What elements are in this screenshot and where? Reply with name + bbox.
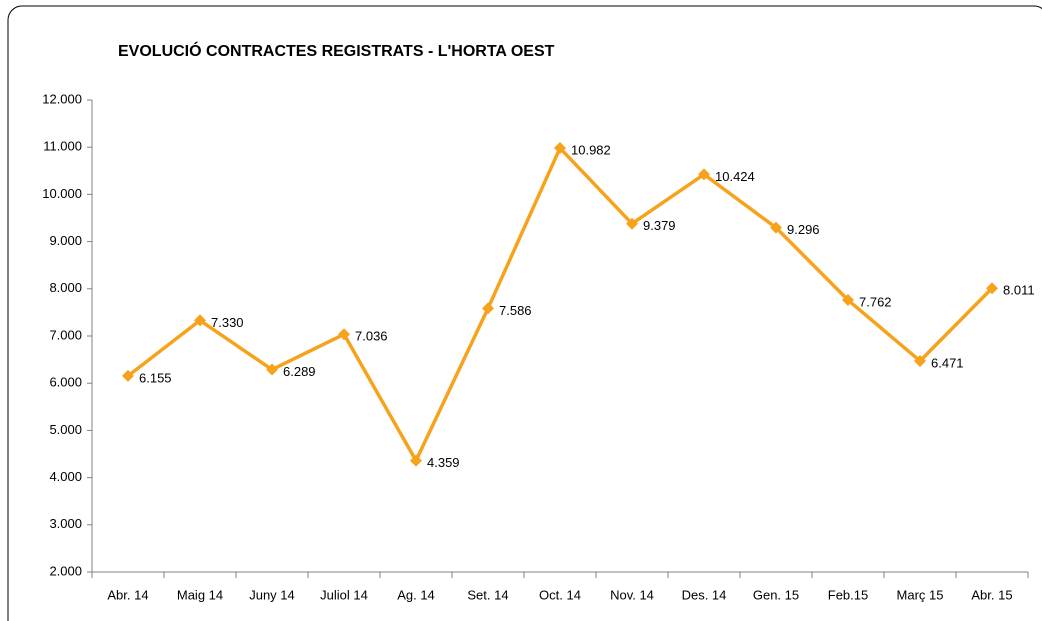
x-tick-label: Feb.15 <box>828 587 868 602</box>
x-tick-label: Abr. 14 <box>107 587 148 602</box>
marker <box>482 302 494 315</box>
y-tick-label: 10.000 <box>42 186 82 201</box>
x-tick-label: Ag. 14 <box>397 587 435 602</box>
x-tick-label: Nov. 14 <box>610 587 654 602</box>
marker <box>626 217 638 230</box>
y-tick-label: 4.000 <box>49 469 82 484</box>
marker <box>986 282 998 295</box>
data-label: 7.036 <box>355 329 388 344</box>
x-tick-label: Gen. 15 <box>753 587 799 602</box>
data-label: 9.296 <box>787 222 820 237</box>
y-tick-label: 6.000 <box>49 375 82 390</box>
data-label: 7.586 <box>499 303 532 318</box>
marker <box>122 369 134 382</box>
marker <box>770 221 782 234</box>
chart-title: EVOLUCIÓ CONTRACTES REGISTRATS - L'HORTA… <box>118 41 555 60</box>
y-tick-label: 12.000 <box>42 91 82 106</box>
x-tick-label: Juny 14 <box>249 587 295 602</box>
data-label: 8.011 <box>1003 283 1035 298</box>
marker <box>410 454 422 467</box>
y-tick-label: 11.000 <box>43 139 82 154</box>
marker <box>266 363 278 376</box>
marker <box>842 294 854 307</box>
marker <box>698 168 710 181</box>
marker <box>554 142 566 155</box>
marker <box>338 328 350 341</box>
y-tick-label: 9.000 <box>49 233 82 248</box>
y-tick-label: 8.000 <box>49 280 82 295</box>
x-tick-label: Abr. 15 <box>971 587 1012 602</box>
x-tick-label: Maig 14 <box>177 587 223 602</box>
data-label: 6.155 <box>139 370 172 385</box>
x-tick-label: Març 15 <box>897 587 944 602</box>
x-tick-label: Oct. 14 <box>539 587 581 602</box>
data-label: 10.982 <box>571 142 611 157</box>
data-label: 4.359 <box>427 455 460 470</box>
data-label: 6.471 <box>931 355 964 370</box>
y-tick-label: 7.000 <box>49 327 82 342</box>
data-label: 6.289 <box>283 364 316 379</box>
x-tick-label: Set. 14 <box>467 587 508 602</box>
data-label: 7.762 <box>859 294 892 309</box>
chart-frame <box>7 5 1042 621</box>
data-label: 7.330 <box>211 315 244 330</box>
marker <box>914 354 926 367</box>
data-label: 9.379 <box>643 218 676 233</box>
y-tick-label: 3.000 <box>49 516 82 531</box>
y-tick-label: 5.000 <box>49 422 82 437</box>
data-label: 10.424 <box>715 169 755 184</box>
marker <box>194 314 206 327</box>
y-tick-label: 2.000 <box>49 563 82 578</box>
x-tick-label: Juliol 14 <box>320 587 368 602</box>
x-tick-label: Des. 14 <box>682 587 727 602</box>
